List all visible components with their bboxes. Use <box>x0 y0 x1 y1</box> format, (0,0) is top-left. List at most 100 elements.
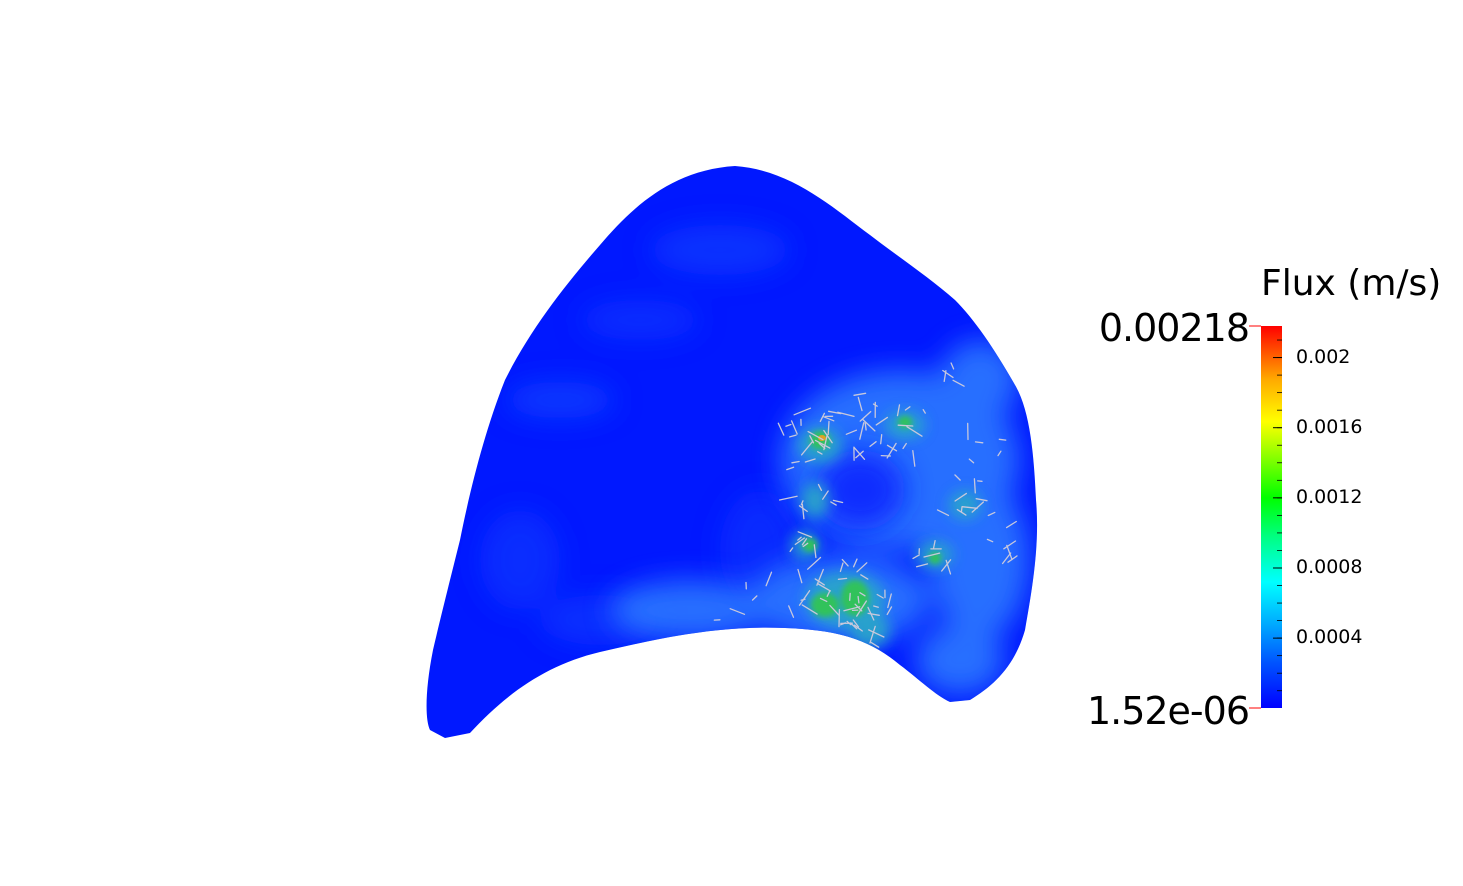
flux-vector-glyph <box>997 450 1002 457</box>
flux-vector-glyph <box>793 407 812 416</box>
flux-vector-glyph <box>912 554 920 560</box>
flux-vector-glyph <box>839 562 844 573</box>
flux-vector-glyph <box>789 434 797 438</box>
colorbar-tick-label: 0.0008 <box>1296 555 1363 578</box>
flux-vector-glyph <box>864 421 867 431</box>
flux-vector-glyph <box>956 508 967 516</box>
flux-vector-glyph <box>841 558 849 567</box>
flux-vector-glyph <box>786 466 795 471</box>
flux-vector-glyph <box>823 429 833 444</box>
flux-vector-glyph <box>797 536 802 541</box>
flux-vector-glyph <box>856 600 868 617</box>
flux-vector-glyph <box>968 458 975 464</box>
flux-vector-glyph <box>873 605 879 608</box>
flux-vector-glyph <box>837 577 848 580</box>
flux-vector-glyph <box>843 606 861 612</box>
flux-vector-glyph <box>867 606 875 621</box>
flux-vector-glyph <box>853 392 867 396</box>
flux-vector-glyph <box>859 410 872 422</box>
flux-vector-glyph <box>789 547 794 553</box>
flux-vector-glyph <box>986 538 994 543</box>
flux-vector-glyph <box>869 441 877 448</box>
flux-vector-glyph <box>960 506 963 513</box>
flux-vector-glyph <box>856 562 868 573</box>
flux-vector-glyph <box>945 559 952 575</box>
flux-vector-glyph <box>827 420 830 436</box>
colorbar-title: Flux (m/s) <box>1261 263 1442 304</box>
colorbar <box>1261 326 1282 708</box>
flux-vector-glyph <box>800 500 804 506</box>
flux-vector-glyph <box>814 439 831 449</box>
flux-vector-glyph <box>823 416 835 422</box>
flux-vector-glyph <box>816 582 831 592</box>
flux-vector-glyph <box>973 478 976 494</box>
colorbar-tick-label: 0.0016 <box>1296 415 1363 438</box>
flux-vector-glyph <box>797 568 803 584</box>
flux-vector-glyph <box>880 434 883 445</box>
flux-vector-glyph <box>867 612 880 616</box>
flux-vector-glyph <box>857 396 863 412</box>
flux-vector-glyph <box>788 605 795 618</box>
flux-vector-glyph <box>819 412 826 423</box>
flux-vector-glyph <box>868 629 885 638</box>
flux-vector-glyph <box>829 604 840 617</box>
flux-vector-glyph <box>950 362 955 370</box>
flux-vector-glyph <box>875 416 889 426</box>
flux-vector-glyph <box>729 608 746 615</box>
flux-vector-glyph <box>849 592 851 601</box>
flux-vector-glyph <box>859 592 866 597</box>
flux-vector-glyph <box>1001 552 1012 565</box>
flux-vector-glyph <box>832 499 844 504</box>
flux-vector-glyph <box>936 509 950 517</box>
flux-vector-glyph <box>857 595 860 604</box>
flux-vector-glyph <box>974 441 984 444</box>
flux-vector-glyph <box>800 598 806 601</box>
flux-vector-glyph <box>897 424 914 427</box>
flux-vector-glyph <box>785 423 792 427</box>
flux-vector-glyph <box>1003 540 1017 550</box>
flux-vector-glyph <box>791 460 800 464</box>
flux-vector-glyph <box>817 451 823 455</box>
flux-vector-glyph <box>922 409 926 414</box>
flux-vector-glyph <box>870 641 880 648</box>
flux-vector-glyph <box>906 426 923 437</box>
flux-vector-glyph <box>923 552 941 558</box>
flux-vector-glyph <box>932 539 936 549</box>
flux-vector-glyph <box>798 505 808 513</box>
flux-vector-glyph <box>801 538 808 546</box>
flux-vector-glyph <box>1005 520 1017 529</box>
flux-vector-glyph <box>814 578 825 586</box>
flux-vector-glyph <box>802 542 809 548</box>
flux-vector-glyph <box>800 440 814 456</box>
flux-vector-glyph <box>823 434 828 451</box>
flux-vector-glyph <box>941 559 952 572</box>
flux-vector-glyph <box>954 492 968 502</box>
flux-vector-glyph <box>837 411 855 418</box>
flux-shading <box>480 225 1030 695</box>
flux-vector-glyph <box>998 438 1007 441</box>
flux-vector-glyph <box>822 490 829 500</box>
flux-vector-glyph <box>849 622 858 630</box>
flux-vector-glyph <box>801 503 805 520</box>
flux-vector-glyph <box>904 406 911 411</box>
flux-vector-glyph <box>915 563 929 568</box>
flux-vector-glyph <box>827 410 842 415</box>
flux-vector-glyph <box>807 556 822 570</box>
flux-vector-glyph <box>954 474 961 481</box>
flux-vector-glyph <box>961 506 978 509</box>
flux-vector-glyph <box>987 511 996 517</box>
flux-vector-glyph <box>826 590 831 597</box>
flux-vector-glyph <box>852 558 858 568</box>
flux-vector-glyph <box>830 501 837 506</box>
flux-vector-glyph <box>804 458 816 463</box>
flux-vector-glyph <box>952 379 965 387</box>
flux-vector-glyph <box>816 568 824 586</box>
flux-vector-glyph <box>794 537 806 546</box>
flux-vector-glyph <box>862 418 876 432</box>
flux-vector-glyph <box>852 619 860 628</box>
flux-vector-glyphs <box>713 362 1018 648</box>
flux-vector-glyph <box>801 604 818 615</box>
flux-vector-glyph <box>971 501 985 513</box>
flux-vector-glyph <box>975 498 988 502</box>
